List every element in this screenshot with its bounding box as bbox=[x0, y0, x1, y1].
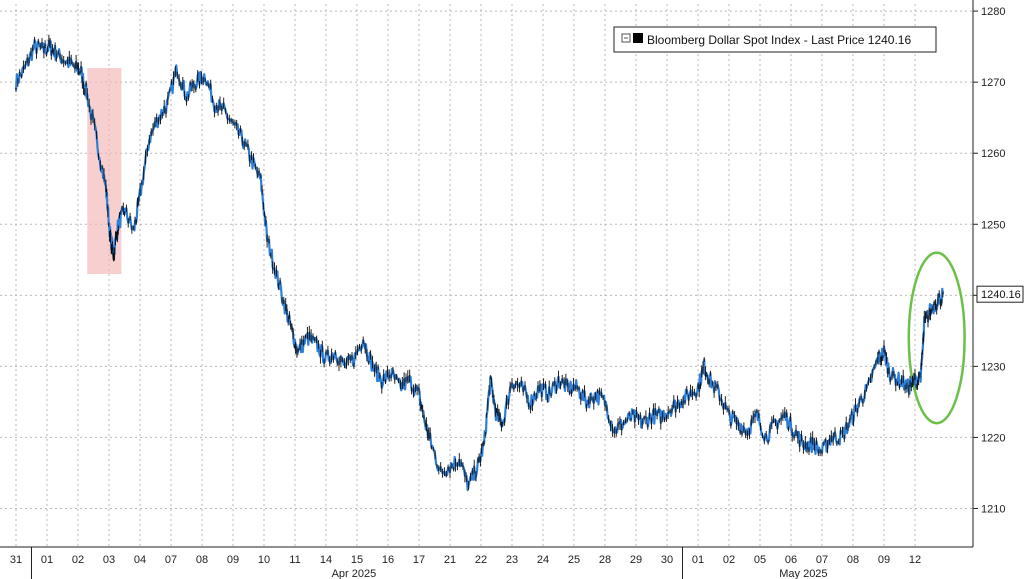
legend-box bbox=[613, 26, 937, 53]
y-tick-label: 1230 bbox=[981, 361, 1005, 373]
y-tick-label: 1250 bbox=[981, 219, 1005, 231]
x-tick-label: 12 bbox=[909, 554, 921, 566]
y-tick-label: 1210 bbox=[981, 503, 1005, 515]
last-price-marker: 1240.16 bbox=[976, 285, 1024, 303]
highlight-ellipse bbox=[907, 251, 966, 425]
x-tick-label: 15 bbox=[351, 554, 363, 566]
series-wicks bbox=[15, 34, 944, 490]
series-layer bbox=[14, 34, 944, 492]
legend-toggle-icon[interactable] bbox=[621, 33, 631, 43]
month-label: Apr 2025 bbox=[332, 568, 377, 579]
x-tick-label: 01 bbox=[692, 554, 704, 566]
y-tick-label: 1220 bbox=[981, 432, 1005, 444]
x-tick-label: 23 bbox=[506, 554, 518, 566]
legend-swatch bbox=[633, 33, 643, 43]
x-tick-label: 05 bbox=[754, 554, 766, 566]
x-tick-label: 24 bbox=[537, 554, 549, 566]
x-tick-label: 25 bbox=[568, 554, 580, 566]
x-tick-label: 17 bbox=[413, 554, 425, 566]
x-tick-label: 08 bbox=[196, 554, 208, 566]
x-tick-label: 02 bbox=[723, 554, 735, 566]
x-tick-label: 07 bbox=[816, 554, 828, 566]
y-tick-label: 1260 bbox=[981, 148, 1005, 160]
legend: Bloomberg Dollar Spot Index - Last Price… bbox=[613, 26, 937, 53]
x-tick-label: 31 bbox=[10, 554, 22, 566]
x-tick-label: 14 bbox=[320, 554, 332, 566]
x-tick-label: 08 bbox=[847, 554, 859, 566]
x-tick-label: 30 bbox=[661, 554, 673, 566]
y-tick-label: 1280 bbox=[981, 6, 1005, 18]
x-tick-label: 09 bbox=[227, 554, 239, 566]
series-line bbox=[14, 38, 944, 492]
month-label: May 2025 bbox=[779, 568, 827, 579]
x-tick-label: 21 bbox=[444, 554, 456, 566]
x-tick-label: 09 bbox=[878, 554, 890, 566]
x-tick-label: 22 bbox=[475, 554, 487, 566]
x-tick-label: 06 bbox=[785, 554, 797, 566]
x-tick-label: 03 bbox=[103, 554, 115, 566]
grid-layer bbox=[0, 4, 973, 547]
x-tick-label: 28 bbox=[599, 554, 611, 566]
x-tick-label: 10 bbox=[258, 554, 270, 566]
x-tick-label: 11 bbox=[289, 554, 300, 566]
y-tick-label: 1270 bbox=[981, 77, 1005, 89]
x-tick-label: 01 bbox=[41, 554, 53, 566]
last-price-box bbox=[976, 285, 1024, 303]
x-tick-label: 04 bbox=[134, 554, 146, 566]
x-tick-label: 29 bbox=[630, 554, 642, 566]
x-tick-label: 16 bbox=[382, 554, 394, 566]
annotation-layer bbox=[87, 67, 966, 425]
x-tick-label: 02 bbox=[72, 554, 84, 566]
legend-label: Bloomberg Dollar Spot Index - Last Price… bbox=[647, 33, 911, 47]
last-price-label: 1240.16 bbox=[981, 289, 1021, 301]
x-tick-label: 07 bbox=[165, 554, 177, 566]
